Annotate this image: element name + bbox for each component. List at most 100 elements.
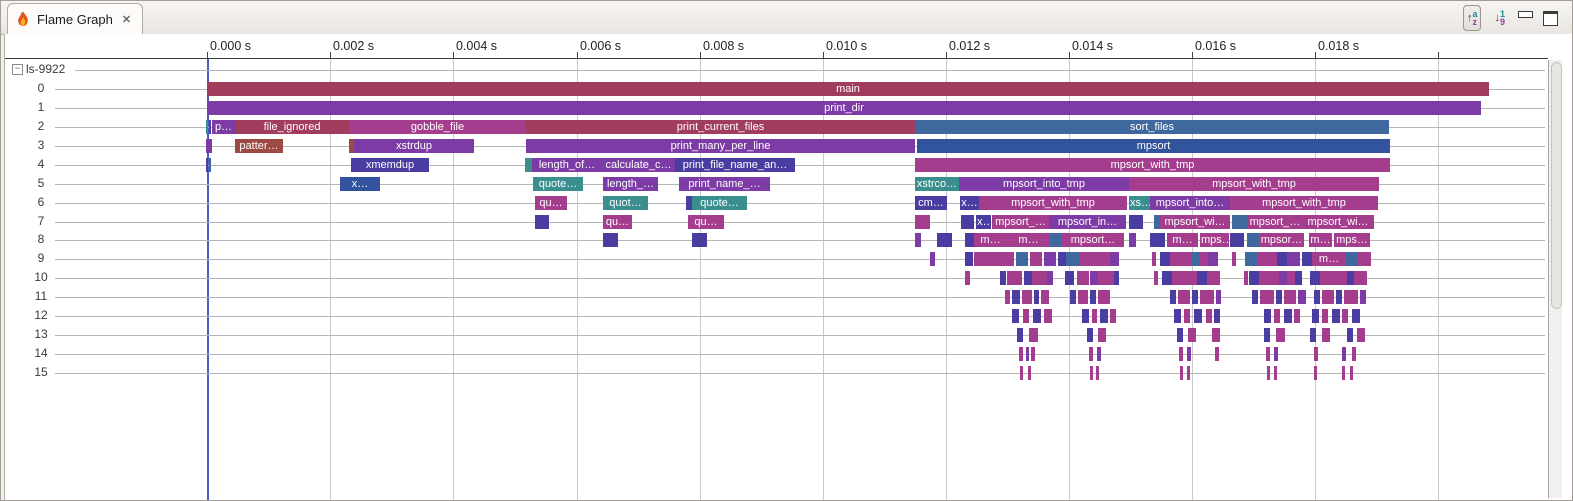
tree-item-process[interactable]: ls-9922 <box>26 62 66 76</box>
flame-bar[interactable] <box>1200 252 1208 267</box>
flame-bar[interactable] <box>1110 309 1116 324</box>
flame-bar[interactable] <box>1188 328 1196 343</box>
flame-bar-mpsort_wi[interactable]: mpsort_wi… <box>1302 214 1374 229</box>
expander-icon[interactable]: − <box>12 64 23 75</box>
flame-bar[interactable] <box>1310 328 1316 343</box>
flame-bar-mpsort_into[interactable]: mpsort_into… <box>1150 195 1230 210</box>
tree-item-depth-5[interactable]: 5 <box>37 175 45 190</box>
flame-bar[interactable] <box>1249 271 1259 286</box>
flame-bar[interactable] <box>1332 309 1340 324</box>
flame-bar-xs[interactable]: xs… <box>1129 195 1150 210</box>
flame-bar[interactable] <box>1030 252 1042 267</box>
flame-bar[interactable] <box>1029 328 1038 343</box>
tree-item-depth-9[interactable]: 9 <box>37 251 45 266</box>
flame-bar[interactable] <box>1357 252 1371 267</box>
flame-bar[interactable] <box>1322 309 1328 324</box>
flame-bar[interactable] <box>1200 290 1214 305</box>
flame-bar[interactable] <box>1232 214 1248 229</box>
flame-bar[interactable] <box>1022 290 1032 305</box>
flame-bar[interactable] <box>1065 271 1074 286</box>
flame-bar[interactable] <box>1184 309 1190 324</box>
flame-bar[interactable] <box>1314 347 1318 362</box>
flame-bar[interactable] <box>1179 347 1183 362</box>
flame-bar[interactable] <box>1080 252 1110 267</box>
flame-bar[interactable] <box>1032 271 1047 286</box>
flame-bar[interactable] <box>1276 290 1282 305</box>
tree-item-depth-15[interactable]: 15 <box>34 364 48 379</box>
flame-bar[interactable] <box>1058 252 1066 267</box>
flame-bar[interactable] <box>1354 271 1367 286</box>
flame-bar-mpsort_with_tmp[interactable]: mpsort_with_tmp <box>979 195 1127 210</box>
flame-bar[interactable] <box>1274 309 1280 324</box>
flame-bar-mpsort[interactable]: mpsort… <box>1062 233 1124 248</box>
flame-bar[interactable] <box>1216 290 1221 305</box>
flame-bar[interactable] <box>1160 252 1170 267</box>
flame-bar-m[interactable]: m… <box>1007 233 1050 248</box>
flame-bar[interactable] <box>1342 365 1345 380</box>
flame-bar[interactable] <box>1100 309 1108 324</box>
flame-bar[interactable] <box>1041 290 1049 305</box>
flame-bar[interactable] <box>1232 252 1236 267</box>
flame-bar-cm[interactable]: cm… <box>915 195 947 210</box>
flame-bar[interactable] <box>974 252 1014 267</box>
flame-bar[interactable] <box>1212 328 1220 343</box>
flame-bar[interactable] <box>1005 290 1010 305</box>
flame-bar[interactable] <box>1077 271 1089 286</box>
flame-bar[interactable] <box>692 233 707 248</box>
flame-bar[interactable] <box>1230 233 1244 248</box>
flame-bar[interactable] <box>1089 347 1093 362</box>
flame-bar-print_name_[interactable]: print_name_… <box>679 176 770 191</box>
flame-bar[interactable] <box>1114 271 1119 286</box>
tree-item-depth-12[interactable]: 12 <box>34 308 48 323</box>
flame-bar[interactable] <box>1090 290 1096 305</box>
flame-bar[interactable] <box>1350 365 1353 380</box>
flame-bar[interactable] <box>1312 309 1319 324</box>
tree-item-depth-8[interactable]: 8 <box>37 232 45 247</box>
flame-bar-print_current_files[interactable]: print_current_files <box>526 119 915 134</box>
flame-bar-mpsort_with_tmp[interactable]: mpsort_with_tmp <box>1230 195 1378 210</box>
flame-bar[interactable] <box>1294 309 1300 324</box>
flame-bar[interactable] <box>1033 309 1041 324</box>
flame-bar[interactable] <box>965 233 974 248</box>
tree-item-depth-10[interactable]: 10 <box>34 270 48 285</box>
flame-bar-mpsort_wi[interactable]: mpsort_wi… <box>1160 214 1230 229</box>
flame-bar-m[interactable]: m… <box>1312 252 1346 267</box>
flame-bar-qu[interactable]: qu… <box>688 214 724 229</box>
flame-bar[interactable] <box>1357 328 1365 343</box>
flame-bar[interactable] <box>1082 309 1089 324</box>
flame-bar[interactable] <box>1026 347 1029 362</box>
scrollbar-thumb[interactable] <box>1551 62 1562 309</box>
flame-bar[interactable] <box>1097 347 1101 362</box>
flame-bar-x[interactable]: x… <box>976 214 991 229</box>
flame-bar[interactable] <box>1360 290 1366 305</box>
flame-bar-mpsort_with_tmp[interactable]: mpsort_with_tmp <box>1129 176 1379 191</box>
flame-bar[interactable] <box>1287 252 1300 267</box>
tab-close-icon[interactable]: ✕ <box>121 13 132 26</box>
flame-bar[interactable] <box>1129 233 1136 248</box>
flame-bar[interactable] <box>1342 309 1348 324</box>
flame-bar-x[interactable]: x… <box>960 195 979 210</box>
flame-bar[interactable] <box>1090 271 1098 286</box>
flame-bar[interactable] <box>1044 309 1052 324</box>
flame-bar-sort_files[interactable]: sort_files <box>915 119 1389 134</box>
flame-bar[interactable] <box>206 119 208 134</box>
flame-bar[interactable] <box>1034 290 1039 305</box>
flame-bar[interactable] <box>1322 328 1330 343</box>
flame-bar[interactable] <box>525 157 532 172</box>
flame-bar[interactable] <box>1197 271 1207 286</box>
flame-bar[interactable] <box>1162 271 1172 286</box>
flame-bar[interactable] <box>1267 365 1270 380</box>
tree-item-depth-14[interactable]: 14 <box>34 346 48 361</box>
flame-bar[interactable] <box>1012 290 1020 305</box>
flame-bar[interactable] <box>937 233 952 248</box>
flame-bar[interactable] <box>1066 252 1080 267</box>
flame-bar-xstrco[interactable]: xstrco… <box>915 176 959 191</box>
flame-bar[interactable] <box>1342 347 1346 362</box>
flame-bar[interactable] <box>1154 214 1160 229</box>
flame-bar-mpsort_[interactable]: mpsort_… <box>1248 214 1302 229</box>
flame-bar[interactable] <box>603 233 618 248</box>
flame-bar[interactable] <box>1096 365 1099 380</box>
flame-bar[interactable] <box>1257 252 1277 267</box>
flame-bar[interactable] <box>1020 365 1023 380</box>
flame-bar[interactable] <box>209 119 211 134</box>
